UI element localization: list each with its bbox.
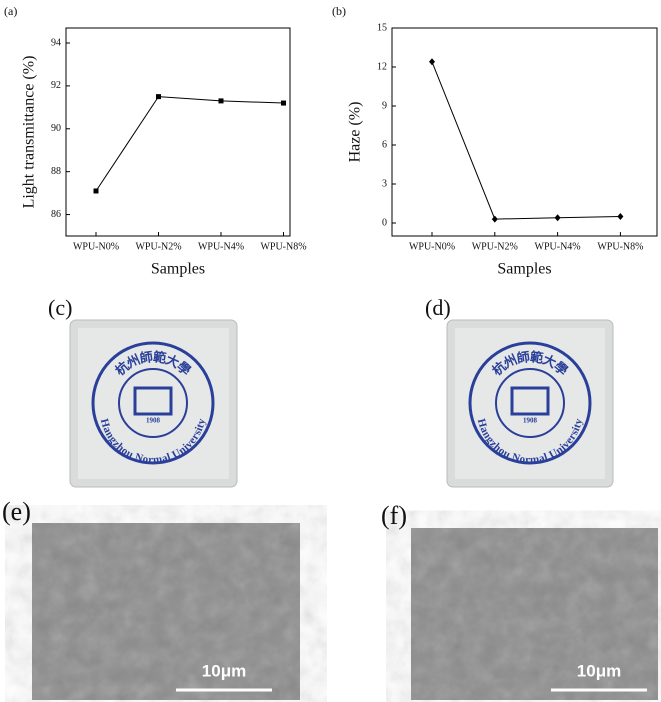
data-line <box>95 96 284 192</box>
x-tick-label: WPU-N0% <box>409 241 455 252</box>
y-tick-label: 90 <box>51 123 61 134</box>
x-tick-label: WPU-N8% <box>260 241 306 252</box>
y-axis-label: Light transmittance (%) <box>21 56 38 209</box>
marker <box>554 214 561 222</box>
x-tick-label: WPU-N4% <box>535 241 581 252</box>
marker <box>156 94 161 100</box>
marker <box>617 213 624 220</box>
y-tick-label: 94 <box>51 37 61 48</box>
y-tick-label: 3 <box>382 178 387 189</box>
marker <box>218 98 224 104</box>
y-axis-label: Haze (%) <box>347 102 364 163</box>
sem-image-e: 10μm <box>32 523 300 700</box>
x-axis-label: Samples <box>497 261 551 278</box>
y-tick-label: 15 <box>377 22 387 33</box>
data-line <box>431 61 621 220</box>
y-tick-label: 88 <box>51 166 61 177</box>
plot-frame <box>391 27 658 237</box>
x-tick-label: WPU-N0% <box>73 241 119 252</box>
plot-frame <box>65 27 291 237</box>
panel-label: (f) <box>381 501 407 530</box>
sem-image-f: 10μm <box>411 528 658 700</box>
scale-bar-label: 10μm <box>202 661 246 680</box>
marker <box>491 215 498 223</box>
marker <box>93 188 99 194</box>
x-axis-label: Samples <box>151 261 205 278</box>
y-tick-label: 0 <box>382 217 387 228</box>
x-tick-label: WPU-N2% <box>135 241 181 252</box>
y-tick-label: 12 <box>377 61 387 72</box>
seal-year: 1908 <box>146 417 161 425</box>
panel-label: (e) <box>2 497 31 526</box>
x-tick-label: WPU-N8% <box>597 241 643 252</box>
panel-label: (a) <box>4 4 17 18</box>
photo-d: Hangzhou Normal University 杭州師範大學 1908 <box>446 319 614 488</box>
x-tick-label: WPU-N4% <box>198 241 244 252</box>
x-tick-label: WPU-N2% <box>472 241 518 252</box>
marker <box>429 58 435 66</box>
y-tick-label: 86 <box>51 209 61 220</box>
marker <box>281 100 286 106</box>
panel-label: (d) <box>425 295 451 320</box>
scale-bar-label: 10μm <box>577 661 621 680</box>
seal-year: 1908 <box>523 417 538 425</box>
y-tick-label: 92 <box>51 80 61 91</box>
y-tick-label: 9 <box>382 100 387 111</box>
panel-label: (c) <box>48 295 72 320</box>
y-tick-label: 6 <box>382 139 387 150</box>
photo-c: Hangzhou Normal University 杭州師範大學 1908 <box>69 319 238 488</box>
panel-label: (b) <box>332 4 346 18</box>
